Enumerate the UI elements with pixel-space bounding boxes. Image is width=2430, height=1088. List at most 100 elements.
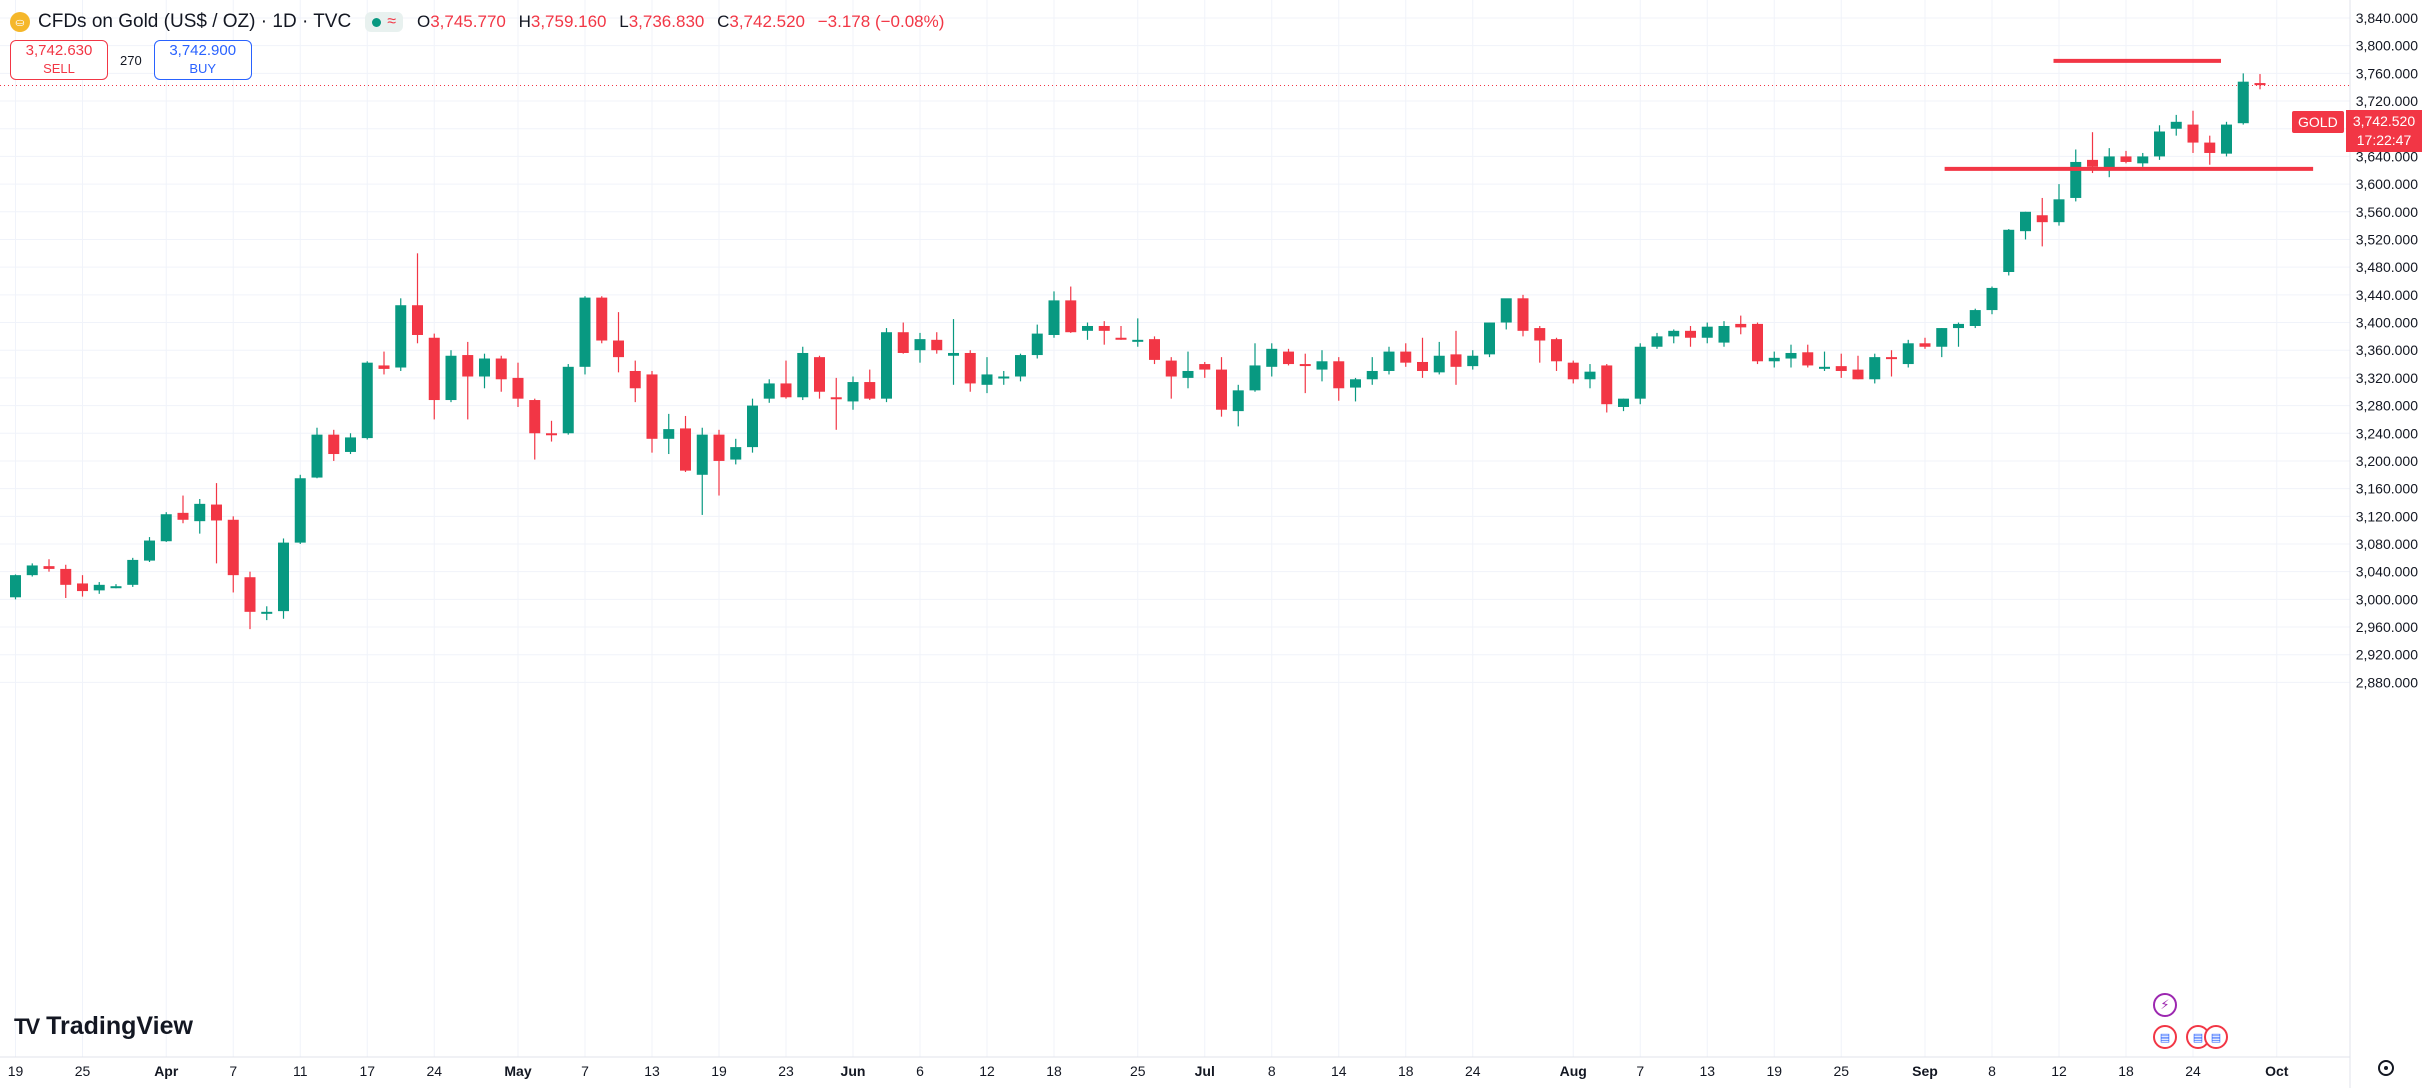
- candle: [395, 298, 407, 371]
- tradingview-logo[interactable]: TV TradingView: [14, 1012, 193, 1041]
- candle: [763, 379, 775, 403]
- candle-body: [1785, 352, 1797, 359]
- candle: [194, 499, 206, 534]
- ohlc-values: O3,745.770 H3,759.160 L3,736.830 C3,742.…: [416, 12, 945, 31]
- candle: [1902, 339, 1914, 368]
- candle: [1165, 357, 1177, 399]
- candle: [495, 355, 507, 392]
- candle: [328, 429, 340, 461]
- drawings-layer[interactable]: [1944, 58, 2314, 171]
- candle: [1216, 357, 1227, 417]
- candle: [1149, 336, 1160, 365]
- time-tick-label: 14: [1331, 1063, 1347, 1079]
- us-flag-event-icon[interactable]: ▤: [2153, 1025, 2177, 1049]
- tradingview-logo-icon: TV: [14, 1013, 40, 1039]
- candle: [1701, 322, 1713, 344]
- symbol-title[interactable]: CFDs on Gold (US$ / OZ) · 1D · TVC: [38, 11, 352, 32]
- candle: [998, 370, 1010, 385]
- candle-body: [462, 355, 474, 377]
- candle: [646, 370, 658, 453]
- candle-body: [2221, 124, 2232, 154]
- candle-body: [512, 377, 524, 399]
- candle-body: [981, 374, 993, 385]
- candle: [2137, 152, 2149, 167]
- candle-body: [2204, 142, 2216, 153]
- candle-body: [998, 376, 1010, 379]
- candle-body: [747, 405, 758, 448]
- candle-body: [1584, 371, 1596, 380]
- us-flag-event-icon[interactable]: ▤: [2204, 1025, 2228, 1049]
- time-tick-label: 13: [644, 1063, 660, 1079]
- candle-body: [1567, 362, 1579, 380]
- candle-body: [294, 478, 306, 543]
- price-tick-label: 3,000.000: [2356, 591, 2418, 607]
- candle-body: [1333, 361, 1345, 389]
- candle-body: [93, 584, 105, 591]
- price-tick-label: 3,120.000: [2356, 508, 2418, 524]
- candle: [1350, 377, 1361, 402]
- time-axis[interactable]: 19 25 Apr 7 11 17 24 May 7 13 19 23 Jun 6 12 18 25 Jul 8 14…: [0, 1056, 2350, 1079]
- price-tick-label: 3,400.000: [2356, 315, 2418, 331]
- candle-body: [2070, 161, 2082, 198]
- candle-body: [361, 362, 373, 439]
- candle-body: [1735, 323, 1747, 328]
- candle: [1065, 286, 1077, 333]
- candle-body: [1433, 355, 1445, 373]
- candle: [2120, 150, 2132, 164]
- time-tick-label: Sep: [1912, 1063, 1938, 1079]
- candle: [529, 398, 541, 460]
- symbol-price-tag: GOLD: [2292, 111, 2344, 133]
- candle: [1618, 398, 1629, 412]
- candle-body: [1149, 339, 1160, 360]
- candle-body: [1350, 379, 1361, 388]
- candle-body: [278, 542, 289, 612]
- time-tick-label: 7: [229, 1063, 237, 1079]
- candle: [1953, 322, 1964, 347]
- price-tick-label: 3,080.000: [2356, 536, 2418, 552]
- candle-body: [763, 383, 775, 399]
- gold-coin-icon: ⛀: [10, 12, 30, 32]
- candle-body: [1115, 337, 1127, 340]
- sell-button[interactable]: 3,742.630 SELL: [10, 40, 108, 80]
- candle: [361, 361, 373, 440]
- candle-body: [495, 358, 507, 380]
- candle-body: [10, 575, 21, 598]
- candle: [830, 377, 842, 430]
- candle-body: [1299, 364, 1311, 367]
- candle: [1115, 325, 1127, 340]
- market-status-badge[interactable]: ≈: [365, 12, 403, 32]
- time-tick-label: Aug: [1560, 1063, 1587, 1079]
- candle: [512, 362, 524, 407]
- candle-body: [964, 352, 976, 384]
- time-tick-label: 19: [8, 1063, 24, 1079]
- axis-settings-icon[interactable]: [2378, 1060, 2394, 1076]
- price-axis[interactable]: 2,880.000 2,920.000 2,960.000 3,000.000 3,04…: [2349, 0, 2418, 1088]
- candle-body: [1098, 325, 1110, 331]
- candle-body: [428, 337, 440, 401]
- candle-body: [1517, 298, 1529, 331]
- candle-body: [1802, 352, 1814, 366]
- time-tick-label: 8: [1988, 1063, 1996, 1079]
- time-tick-label: 6: [916, 1063, 924, 1079]
- candle: [2020, 211, 2031, 240]
- price-tick-label: 2,880.000: [2356, 674, 2418, 690]
- candle: [1785, 344, 1797, 368]
- candle-body: [1701, 326, 1713, 338]
- time-tick-label: 12: [2051, 1063, 2067, 1079]
- candle-body: [1902, 343, 1914, 365]
- price-tick-label: 3,520.000: [2356, 231, 2418, 247]
- sell-price: 3,742.630: [25, 42, 93, 59]
- candle-body: [77, 583, 88, 592]
- lightning-event-icon[interactable]: ⚡: [2153, 993, 2177, 1017]
- candle: [1718, 321, 1730, 347]
- candle-body: [1216, 369, 1227, 410]
- buy-button[interactable]: 3,742.900 BUY: [153, 40, 252, 80]
- candle-body: [1467, 355, 1479, 367]
- candle: [445, 350, 457, 403]
- candle-body: [1249, 365, 1261, 391]
- candle: [629, 360, 641, 403]
- candle: [60, 564, 72, 598]
- candle: [780, 360, 792, 399]
- candle: [2187, 110, 2199, 153]
